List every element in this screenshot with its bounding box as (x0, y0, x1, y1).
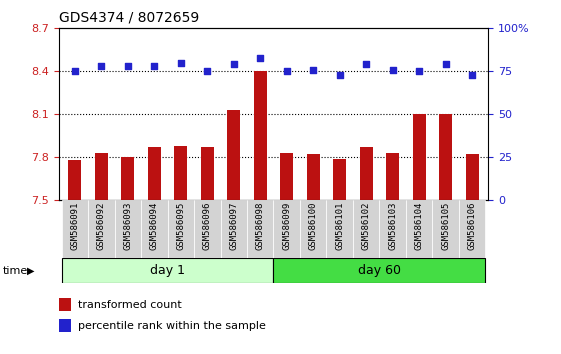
Bar (439, 114, 452, 200)
Text: GSM586094: GSM586094 (150, 202, 159, 250)
Point (150, 63, 159, 69)
Bar (59, 319, 71, 332)
Bar (121, 157, 135, 200)
Point (123, 63, 132, 69)
Text: GSM586100: GSM586100 (309, 202, 318, 250)
Text: GDS4374 / 8072659: GDS4374 / 8072659 (59, 11, 199, 25)
Bar (412, 114, 426, 200)
Bar (141, 200, 168, 258)
Point (335, 72, 344, 78)
Bar (68, 160, 81, 200)
Point (362, 62, 371, 67)
Bar (353, 200, 379, 258)
Text: GSM586106: GSM586106 (468, 202, 477, 250)
Text: GSM586104: GSM586104 (415, 202, 424, 250)
Bar (194, 200, 220, 258)
Bar (360, 147, 373, 200)
Bar (274, 200, 300, 258)
Text: day 1: day 1 (150, 264, 185, 277)
Text: day 60: day 60 (358, 264, 401, 277)
Bar (201, 147, 214, 200)
Point (468, 72, 477, 78)
Text: GSM586096: GSM586096 (203, 202, 211, 250)
Text: GSM586103: GSM586103 (388, 202, 397, 250)
Bar (114, 200, 141, 258)
Bar (327, 200, 353, 258)
Text: GSM586099: GSM586099 (282, 202, 291, 250)
Bar (307, 154, 320, 200)
Text: percentile rank within the sample: percentile rank within the sample (78, 321, 266, 331)
Text: GSM586095: GSM586095 (176, 202, 185, 250)
Bar (300, 200, 327, 258)
Bar (406, 200, 433, 258)
Bar (379, 200, 406, 258)
Bar (254, 71, 267, 200)
Text: GSM586092: GSM586092 (97, 202, 106, 250)
Point (97, 63, 106, 69)
Bar (62, 258, 274, 283)
Point (229, 62, 238, 67)
Bar (220, 200, 247, 258)
Point (309, 67, 318, 72)
Bar (466, 154, 479, 200)
Text: GSM586102: GSM586102 (362, 202, 371, 250)
Point (176, 60, 185, 65)
Point (256, 55, 265, 60)
Point (388, 67, 397, 72)
Bar (95, 153, 108, 200)
Point (70, 68, 79, 74)
Text: GSM586093: GSM586093 (123, 202, 132, 250)
Bar (247, 200, 274, 258)
Text: GSM586097: GSM586097 (229, 202, 238, 250)
Bar (168, 200, 194, 258)
Bar (459, 200, 485, 258)
Bar (88, 200, 114, 258)
Bar (433, 200, 459, 258)
Bar (274, 258, 485, 283)
Text: ▶: ▶ (27, 266, 34, 276)
Point (203, 68, 211, 74)
Point (282, 68, 291, 74)
Point (415, 68, 424, 74)
Bar (174, 145, 187, 200)
Bar (280, 153, 293, 200)
Point (441, 62, 450, 67)
Bar (333, 159, 346, 200)
Text: transformed count: transformed count (78, 299, 182, 310)
Bar (59, 298, 71, 312)
Text: GSM586105: GSM586105 (441, 202, 450, 250)
Text: GSM586101: GSM586101 (335, 202, 344, 250)
Bar (386, 153, 399, 200)
Bar (62, 200, 88, 258)
Text: time: time (3, 266, 28, 276)
Text: GSM586091: GSM586091 (70, 202, 79, 250)
Bar (148, 147, 161, 200)
Text: GSM586098: GSM586098 (256, 202, 265, 250)
Bar (227, 110, 240, 200)
